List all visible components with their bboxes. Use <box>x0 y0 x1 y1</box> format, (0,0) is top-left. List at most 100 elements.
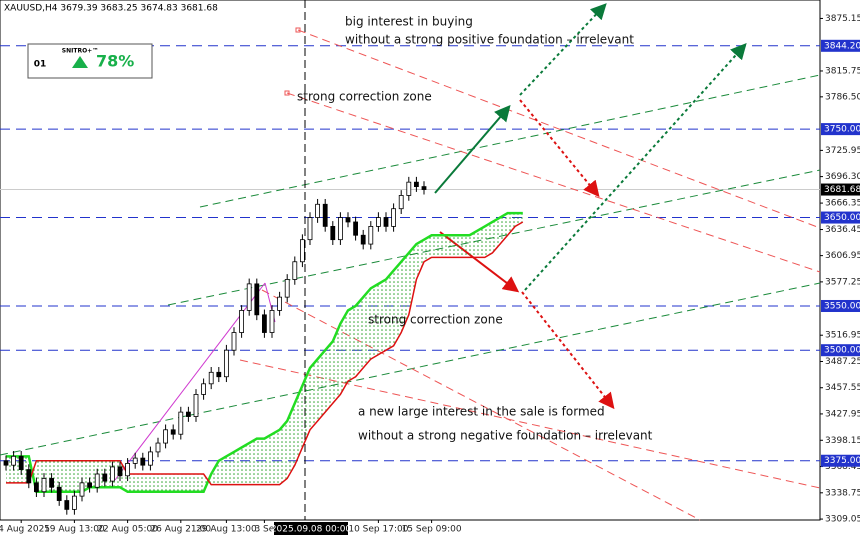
candle-body <box>231 332 237 351</box>
candle-body <box>132 457 138 464</box>
candle-body <box>117 466 123 477</box>
y-tick-label: 3696.30 <box>825 172 860 182</box>
arrow <box>434 104 511 194</box>
candle-body <box>292 261 298 280</box>
level-box <box>821 39 860 52</box>
candle-body <box>11 455 17 466</box>
level-box <box>821 454 860 467</box>
candle-body <box>383 217 389 227</box>
arrow <box>521 291 615 410</box>
candle-body <box>49 478 54 488</box>
x-tick-label: 3 Se <box>254 525 274 535</box>
y-tick-label: 3457.55 <box>825 383 860 393</box>
y-tick-label: 3636.45 <box>825 225 860 235</box>
badge-value: 78% <box>96 52 134 71</box>
anchor <box>295 27 301 33</box>
level-label: 3500.00 <box>824 346 860 356</box>
candle-body <box>246 283 252 311</box>
annotation: without a strong negative foundation – i… <box>358 429 653 443</box>
x-tick-label: 10 Sep 17:00 <box>348 525 408 535</box>
trend-line <box>261 289 701 521</box>
candle-body <box>110 466 115 482</box>
x-tick-label: 15 Sep 09:00 <box>402 525 462 535</box>
candle-body <box>3 460 9 466</box>
crosshair-box <box>274 522 348 535</box>
y-tick-label: 3606.95 <box>825 251 860 261</box>
level-box <box>821 299 860 312</box>
trend-line <box>199 74 821 208</box>
level-label: 3750.00 <box>824 125 860 135</box>
candle-body <box>375 217 381 227</box>
candle-body <box>34 482 39 493</box>
y-tick-label: 3815.75 <box>825 66 860 76</box>
candle-body <box>79 482 85 497</box>
level-box <box>821 344 860 357</box>
candle-body <box>307 217 313 241</box>
y-tick-label: 3875.15 <box>825 14 860 24</box>
candle-body <box>368 225 374 245</box>
candle-body <box>391 208 397 227</box>
annotation: strong correction zone <box>297 90 432 104</box>
candle-body <box>201 383 207 395</box>
x-tick-label: 26 Aug 21:00 <box>150 525 211 535</box>
candle-body <box>102 473 108 482</box>
badge: SNITRO+™ 01 78% <box>27 43 153 79</box>
last-price-label: 3681.68 <box>824 185 860 195</box>
x-tick-label: 19 Aug 13:00 <box>44 525 105 535</box>
y-tick-label: 3309.05 <box>825 515 860 525</box>
candle-body <box>223 349 229 378</box>
x-tick-label: 22 Aug 05:00 <box>97 525 158 535</box>
x-tick-label: 14 Aug 2025 <box>0 525 50 535</box>
candle-body <box>398 195 404 210</box>
annotation: without a strong positive foundation – i… <box>345 33 634 47</box>
candle-body <box>406 181 412 196</box>
cloud-line <box>6 211 523 493</box>
level-label: 3650.00 <box>824 213 860 223</box>
y-tick-label: 3725.95 <box>825 146 860 156</box>
candle-body <box>72 495 77 510</box>
candle-body <box>140 457 146 466</box>
candle-body <box>193 394 199 417</box>
badge-code: 01 <box>34 60 47 70</box>
candle-body <box>345 217 351 223</box>
x-tick-label: 29 Aug 13:00 <box>196 525 257 535</box>
candle-body <box>239 310 245 333</box>
y-tick-label: 3427.95 <box>825 409 860 419</box>
candle-body <box>299 239 305 263</box>
candle-body <box>315 203 321 218</box>
y-tick-label: 3786.50 <box>825 92 860 102</box>
candle-body <box>284 279 290 298</box>
candle-body <box>178 411 184 435</box>
candle-body <box>360 234 366 245</box>
candle-body <box>147 451 153 466</box>
y-tick-label: 3487.25 <box>825 357 860 367</box>
level-label: 3844.20 <box>824 41 860 51</box>
y-tick-label: 3577.25 <box>825 277 860 287</box>
candle-body <box>170 429 176 435</box>
badge-arrow <box>72 56 88 68</box>
annotation: a new large interest in the sale is form… <box>358 405 605 419</box>
anchor <box>284 90 290 96</box>
cloud-fill <box>6 213 523 492</box>
candle-body <box>322 203 328 227</box>
cloud-line <box>6 221 524 486</box>
candle-body <box>330 225 336 241</box>
trend-line <box>286 92 821 273</box>
level-label: 3550.00 <box>824 301 860 311</box>
candle-body <box>18 455 24 470</box>
y-tick-label: 3516.95 <box>825 331 860 341</box>
cloud <box>3 176 524 515</box>
symbol-header: XAUUSD,H4 3679.39 3683.25 3674.83 3681.6… <box>4 4 218 14</box>
candle-body <box>94 473 100 488</box>
candle-body <box>353 221 359 236</box>
candle-body <box>261 314 267 333</box>
candle-body <box>155 442 161 453</box>
candle-body <box>64 500 70 510</box>
last-price-box <box>821 183 860 196</box>
arrow <box>519 99 600 198</box>
candle-body <box>337 217 343 241</box>
arrow <box>519 3 607 96</box>
badge-title: SNITRO+™ <box>62 48 98 55</box>
annotation: big interest in buying <box>345 15 473 29</box>
